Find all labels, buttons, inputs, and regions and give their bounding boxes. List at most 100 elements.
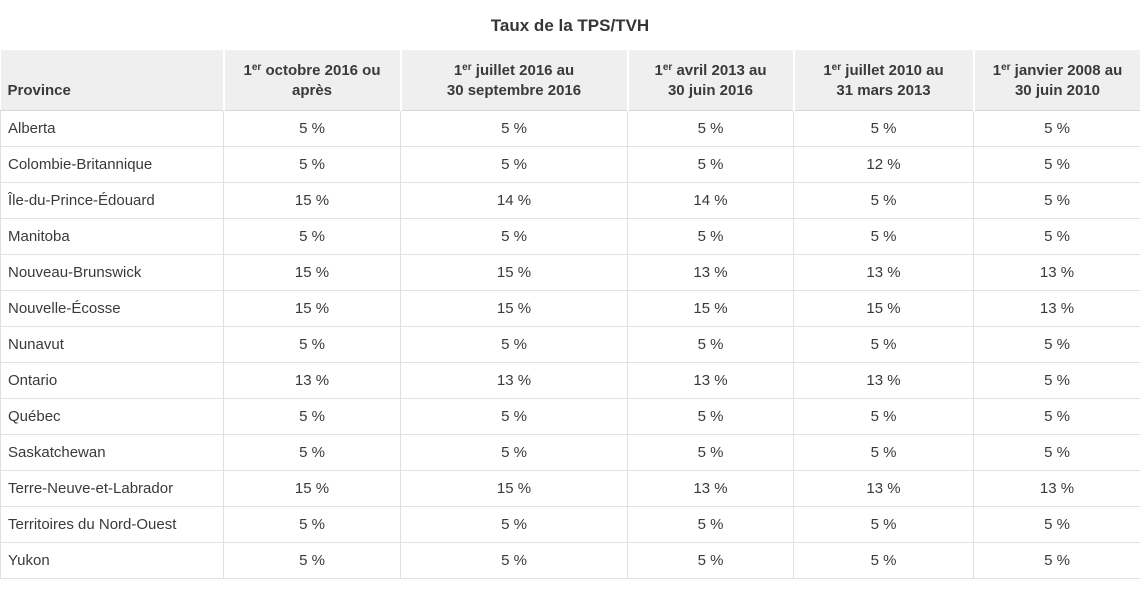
rate-cell: 5 % bbox=[973, 145, 1140, 183]
rate-cell: 5 % bbox=[973, 505, 1140, 543]
rate-cell: 5 % bbox=[973, 109, 1140, 147]
gst-hst-rates-table: Province 1er octobre 2016 ou après 1er j… bbox=[0, 50, 1140, 579]
rate-cell: 5 % bbox=[223, 541, 401, 579]
table-header-row: Province 1er octobre 2016 ou après 1er j… bbox=[0, 50, 1140, 111]
table-row: Nouveau-Brunswick 15 % 15 % 13 % 13 % 13 % bbox=[0, 253, 1140, 291]
rate-cell: 5 % bbox=[223, 217, 401, 255]
rate-cell: 14 % bbox=[627, 181, 794, 219]
rate-cell: 15 % bbox=[223, 289, 401, 327]
rate-cell: 5 % bbox=[400, 541, 628, 579]
rate-cell: 5 % bbox=[973, 433, 1140, 471]
table-header: Province 1er octobre 2016 ou après 1er j… bbox=[0, 50, 1140, 111]
rate-cell: 5 % bbox=[400, 397, 628, 435]
rate-cell: 5 % bbox=[400, 505, 628, 543]
rate-cell: 5 % bbox=[627, 217, 794, 255]
table-row: Territoires du Nord-Ouest 5 % 5 % 5 % 5 % 5 % bbox=[0, 505, 1140, 543]
column-header-period-1: 1er octobre 2016 ou après bbox=[222, 50, 402, 111]
rate-cell: 5 % bbox=[400, 145, 628, 183]
rate-cell: 5 % bbox=[793, 217, 974, 255]
rate-cell: 5 % bbox=[400, 325, 628, 363]
province-cell: Québec bbox=[0, 397, 224, 435]
table-row: Ontario 13 % 13 % 13 % 13 % 5 % bbox=[0, 361, 1140, 399]
rate-cell: 15 % bbox=[223, 469, 401, 507]
rate-cell: 13 % bbox=[793, 361, 974, 399]
rate-cell: 15 % bbox=[400, 253, 628, 291]
province-cell: Ontario bbox=[0, 361, 224, 399]
table-row: Alberta 5 % 5 % 5 % 5 % 5 % bbox=[0, 109, 1140, 147]
rate-cell: 13 % bbox=[223, 361, 401, 399]
rate-cell: 5 % bbox=[793, 433, 974, 471]
province-cell: Alberta bbox=[0, 109, 224, 147]
province-cell: Territoires du Nord-Ouest bbox=[0, 505, 224, 543]
province-cell: Terre-Neuve-et-Labrador bbox=[0, 469, 224, 507]
column-header-province: Province bbox=[0, 50, 225, 111]
rate-cell: 5 % bbox=[793, 109, 974, 147]
column-header-period-3: 1er avril 2013 au 30 juin 2016 bbox=[626, 50, 795, 111]
rate-cell: 13 % bbox=[627, 253, 794, 291]
rate-cell: 5 % bbox=[627, 109, 794, 147]
rate-cell: 5 % bbox=[793, 541, 974, 579]
rate-cell: 5 % bbox=[973, 217, 1140, 255]
table-row: Terre-Neuve-et-Labrador 15 % 15 % 13 % 13 % 1… bbox=[0, 469, 1140, 507]
rate-cell: 5 % bbox=[400, 433, 628, 471]
ordinal-superscript: er bbox=[1001, 61, 1011, 73]
province-cell: Nouvelle-Écosse bbox=[0, 289, 224, 327]
table-row: Yukon 5 % 5 % 5 % 5 % 5 % bbox=[0, 541, 1140, 579]
rate-cell: 15 % bbox=[793, 289, 974, 327]
rate-cell: 13 % bbox=[793, 253, 974, 291]
ordinal-superscript: er bbox=[251, 61, 262, 73]
rate-cell: 15 % bbox=[627, 289, 794, 327]
province-cell: Colombie-Britannique bbox=[0, 145, 224, 183]
rate-cell: 13 % bbox=[793, 469, 974, 507]
rate-cell: 5 % bbox=[627, 433, 794, 471]
rate-cell: 5 % bbox=[973, 325, 1140, 363]
rate-cell: 5 % bbox=[400, 109, 628, 147]
rate-cell: 5 % bbox=[223, 397, 401, 435]
province-cell: Île-du-Prince-Édouard bbox=[0, 181, 224, 219]
rate-cell: 5 % bbox=[973, 397, 1140, 435]
table-body: Alberta 5 % 5 % 5 % 5 % 5 % Colombie-Britanniq… bbox=[0, 109, 1140, 579]
rate-cell: 15 % bbox=[400, 469, 628, 507]
ordinal-superscript: er bbox=[831, 61, 842, 73]
rate-cell: 5 % bbox=[793, 325, 974, 363]
rate-cell: 5 % bbox=[223, 325, 401, 363]
column-header-period-4: 1er juillet 2010 au 31 mars 2013 bbox=[792, 50, 975, 111]
rate-cell: 5 % bbox=[627, 541, 794, 579]
ordinal-superscript: er bbox=[462, 61, 472, 73]
rate-cell: 15 % bbox=[400, 289, 628, 327]
rate-cell: 5 % bbox=[973, 361, 1140, 399]
table-row: Nouvelle-Écosse 15 % 15 % 15 % 15 % 13 % bbox=[0, 289, 1140, 327]
rate-cell: 5 % bbox=[627, 325, 794, 363]
rate-cell: 5 % bbox=[627, 505, 794, 543]
province-cell: Yukon bbox=[0, 541, 224, 579]
rate-cell: 5 % bbox=[627, 145, 794, 183]
rate-cell: 13 % bbox=[973, 289, 1140, 327]
rate-cell: 5 % bbox=[973, 181, 1140, 219]
rate-cell: 5 % bbox=[793, 505, 974, 543]
rate-cell: 5 % bbox=[223, 505, 401, 543]
rate-cell: 5 % bbox=[223, 145, 401, 183]
rate-cell: 5 % bbox=[793, 181, 974, 219]
rate-cell: 13 % bbox=[627, 361, 794, 399]
ordinal-superscript: er bbox=[662, 61, 673, 73]
rate-cell: 13 % bbox=[627, 469, 794, 507]
table-row: Nunavut 5 % 5 % 5 % 5 % 5 % bbox=[0, 325, 1140, 363]
table-row: Île-du-Prince-Édouard 15 % 14 % 14 % 5 % 5 % bbox=[0, 181, 1140, 219]
table-row: Manitoba 5 % 5 % 5 % 5 % 5 % bbox=[0, 217, 1140, 255]
rate-cell: 13 % bbox=[973, 253, 1140, 291]
rate-cell: 13 % bbox=[973, 469, 1140, 507]
province-cell: Manitoba bbox=[0, 217, 224, 255]
table-row: Québec 5 % 5 % 5 % 5 % 5 % bbox=[0, 397, 1140, 435]
column-header-period-2: 1er juillet 2016 au 30 septembre 2016 bbox=[399, 50, 629, 111]
rate-cell: 5 % bbox=[400, 217, 628, 255]
rate-cell: 12 % bbox=[793, 145, 974, 183]
province-cell: Nunavut bbox=[0, 325, 224, 363]
rate-cell: 5 % bbox=[627, 397, 794, 435]
province-cell: Saskatchewan bbox=[0, 433, 224, 471]
column-header-period-5: 1er janvier 2008 au 30 juin 2010 bbox=[972, 50, 1140, 111]
rate-cell: 5 % bbox=[223, 433, 401, 471]
rate-cell: 15 % bbox=[223, 181, 401, 219]
rate-cell: 15 % bbox=[223, 253, 401, 291]
rate-cell: 13 % bbox=[400, 361, 628, 399]
page-title: Taux de la TPS/TVH bbox=[490, 16, 650, 35]
